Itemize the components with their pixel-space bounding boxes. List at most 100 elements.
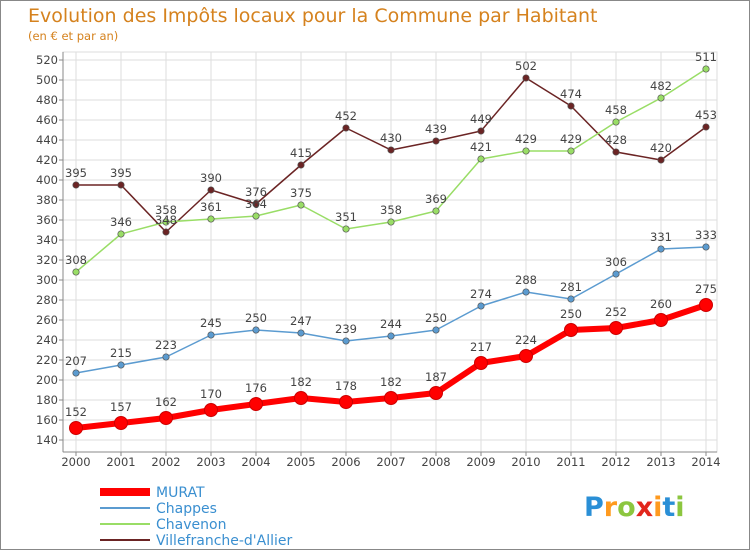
legend-item-villefranche-d-allier: Villefranche-d'Allier xyxy=(100,533,293,549)
legend-label: Chappes xyxy=(156,501,217,517)
data-label-chavenon: 351 xyxy=(335,210,357,224)
data-label-villefranche-d-allier: 430 xyxy=(380,131,402,145)
legend-label: MURAT xyxy=(156,485,205,501)
x-tick-label: 2009 xyxy=(466,455,495,469)
data-label-chavenon: 375 xyxy=(290,186,312,200)
x-tick-label: 2003 xyxy=(196,455,225,469)
y-tick-label: 500 xyxy=(36,73,58,87)
data-label-chavenon: 482 xyxy=(650,79,672,93)
y-tick-label: 440 xyxy=(36,133,58,147)
y-tick-label: 340 xyxy=(36,233,58,247)
y-tick-label: 460 xyxy=(36,113,58,127)
data-label-murat: 217 xyxy=(470,340,492,354)
data-label-murat: 176 xyxy=(245,381,267,395)
data-label-villefranche-d-allier: 452 xyxy=(335,109,357,123)
legend-item-chappes: Chappes xyxy=(100,501,217,517)
y-tick-label: 480 xyxy=(36,93,58,107)
data-point-villefranche-d-allier xyxy=(72,181,80,189)
data-label-chavenon: 358 xyxy=(380,203,402,217)
y-tick-label: 160 xyxy=(36,413,58,427)
data-label-murat: 157 xyxy=(110,400,132,414)
data-point-murat xyxy=(204,403,218,417)
x-tick-label: 2008 xyxy=(421,455,450,469)
y-tick-label: 360 xyxy=(36,213,58,227)
data-point-chavenon xyxy=(657,94,665,102)
data-label-villefranche-d-allier: 395 xyxy=(110,166,132,180)
data-point-chappes xyxy=(657,245,665,253)
data-label-villefranche-d-allier: 415 xyxy=(290,146,312,160)
data-point-chavenon xyxy=(252,212,260,220)
data-point-chappes xyxy=(702,243,710,251)
data-point-murat xyxy=(699,298,713,312)
data-label-villefranche-d-allier: 395 xyxy=(65,166,87,180)
data-point-chappes xyxy=(252,326,260,334)
series-chappes xyxy=(72,243,710,377)
data-label-murat: 152 xyxy=(65,405,87,419)
data-point-chavenon xyxy=(567,147,575,155)
data-point-chavenon xyxy=(612,118,620,126)
data-label-chavenon: 308 xyxy=(65,253,87,267)
data-point-murat xyxy=(249,397,263,411)
data-point-murat xyxy=(519,349,533,363)
data-point-murat xyxy=(654,313,668,327)
y-tick-label: 420 xyxy=(36,153,58,167)
data-point-chappes xyxy=(162,353,170,361)
series-villefranche-d-allier xyxy=(72,74,710,236)
data-label-chappes: 281 xyxy=(560,280,582,294)
data-label-chavenon: 346 xyxy=(110,215,132,229)
x-tick-label: 2000 xyxy=(61,455,90,469)
data-point-chavenon xyxy=(207,215,215,223)
data-label-chappes: 247 xyxy=(290,314,312,328)
chart-subtitle: (en € et par an) xyxy=(28,29,118,43)
y-tick-label: 400 xyxy=(36,173,58,187)
data-point-chappes xyxy=(207,331,215,339)
series-murat xyxy=(69,298,713,435)
data-label-villefranche-d-allier: 348 xyxy=(155,213,177,227)
data-point-chavenon xyxy=(702,65,710,73)
x-tick-label: 2007 xyxy=(376,455,405,469)
data-label-villefranche-d-allier: 376 xyxy=(245,185,267,199)
legend-item-chavenon: Chavenon xyxy=(100,517,226,533)
data-label-chappes: 288 xyxy=(515,273,537,287)
data-point-murat xyxy=(159,411,173,425)
data-point-chappes xyxy=(297,329,305,337)
data-point-chappes xyxy=(522,288,530,296)
y-tick-label: 300 xyxy=(36,273,58,287)
data-label-chappes: 207 xyxy=(65,354,87,368)
data-label-chappes: 239 xyxy=(335,322,357,336)
data-point-villefranche-d-allier xyxy=(432,137,440,145)
data-label-chavenon: 511 xyxy=(695,50,717,64)
data-label-villefranche-d-allier: 449 xyxy=(470,112,492,126)
data-point-villefranche-d-allier xyxy=(522,74,530,82)
data-label-chavenon: 361 xyxy=(200,200,222,214)
data-point-villefranche-d-allier xyxy=(657,156,665,164)
x-tick-label: 2012 xyxy=(601,455,630,469)
data-label-chappes: 331 xyxy=(650,230,672,244)
grid-layer xyxy=(62,51,718,453)
data-point-chavenon xyxy=(72,268,80,276)
data-label-murat: 178 xyxy=(335,379,357,393)
x-tick-label: 2005 xyxy=(286,455,315,469)
chart-title: Evolution des Impôts locaux pour la Comm… xyxy=(28,5,598,27)
data-label-murat: 250 xyxy=(560,307,582,321)
data-label-chappes: 215 xyxy=(110,346,132,360)
x-tick-label: 2014 xyxy=(691,455,720,469)
data-point-murat xyxy=(609,321,623,335)
data-point-chappes xyxy=(342,337,350,345)
data-point-villefranche-d-allier xyxy=(612,148,620,156)
x-tick-label: 2004 xyxy=(241,455,270,469)
data-label-chavenon: 369 xyxy=(425,192,447,206)
data-label-chavenon: 421 xyxy=(470,140,492,154)
data-point-villefranche-d-allier xyxy=(477,127,485,135)
data-label-chappes: 244 xyxy=(380,317,402,331)
data-point-chappes xyxy=(72,369,80,377)
data-label-murat: 182 xyxy=(380,375,402,389)
data-label-chavenon: 358 xyxy=(155,203,177,217)
data-label-chappes: 306 xyxy=(605,255,627,269)
data-point-chavenon xyxy=(297,201,305,209)
data-label-villefranche-d-allier: 420 xyxy=(650,141,672,155)
plot-area xyxy=(62,51,718,453)
data-label-villefranche-d-allier: 502 xyxy=(515,59,537,73)
data-point-chavenon xyxy=(117,230,125,238)
